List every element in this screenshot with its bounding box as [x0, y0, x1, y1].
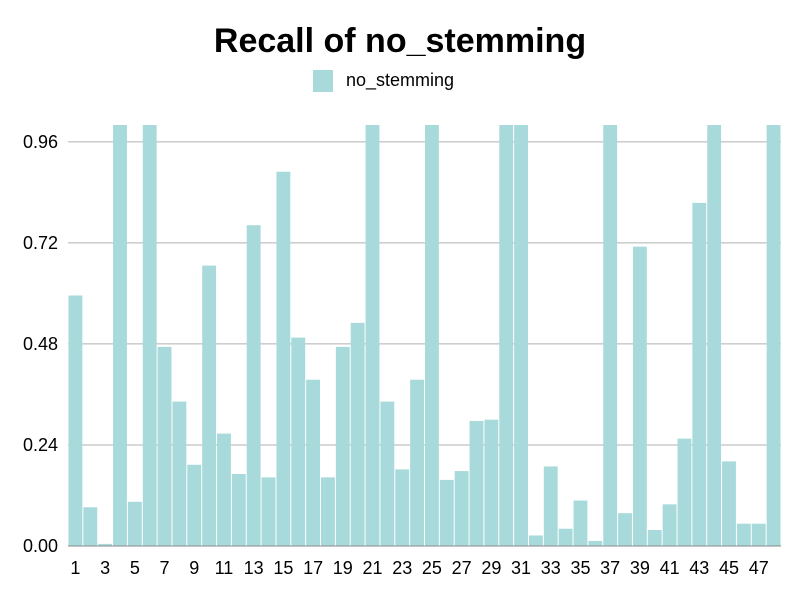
- bar: [261, 477, 276, 546]
- bar: [647, 530, 662, 546]
- x-tick-label: 39: [630, 558, 650, 578]
- y-tick-label: 0.96: [23, 132, 58, 152]
- x-tick-label: 47: [749, 558, 769, 578]
- bar: [202, 265, 217, 546]
- x-tick-label: 33: [541, 558, 561, 578]
- bar: [603, 125, 618, 546]
- x-tick-label: 37: [600, 558, 620, 578]
- x-tick-label: 21: [362, 558, 382, 578]
- x-tick-label: 31: [511, 558, 531, 578]
- bar: [276, 171, 291, 546]
- bar: [350, 322, 365, 546]
- bar: [454, 471, 469, 546]
- bar: [157, 346, 172, 546]
- bar: [98, 543, 113, 546]
- bar: [543, 466, 558, 546]
- bar: [127, 501, 142, 546]
- bar: [692, 202, 707, 546]
- bar: [142, 125, 157, 546]
- x-tick-label: 1: [70, 558, 80, 578]
- x-tick-label: 11: [215, 558, 234, 578]
- bars: [68, 125, 781, 546]
- x-tick-label: 43: [689, 558, 709, 578]
- bar: [722, 461, 736, 546]
- bar: [677, 438, 692, 546]
- bar: [662, 504, 677, 546]
- y-tick-label: 0.00: [23, 536, 58, 556]
- bar: [68, 295, 83, 546]
- legend-label: no_stemming: [346, 70, 454, 91]
- bar: [439, 479, 454, 546]
- bar: [395, 469, 410, 546]
- x-tick-label: 17: [303, 558, 323, 578]
- x-tick-label: 29: [481, 558, 501, 578]
- bar: [410, 379, 424, 546]
- x-tick-label: 23: [392, 558, 412, 578]
- x-tick-label: 3: [100, 558, 110, 578]
- x-tick-label: 19: [333, 558, 353, 578]
- y-tick-label: 0.24: [23, 435, 58, 455]
- bar: [469, 420, 484, 546]
- bar: [172, 401, 187, 546]
- x-tick-labels: 1 3 5 7 9 11 13 15 17 19 21 23 25 27 29 31 33 35 37 39 41 43 4…: [70, 558, 768, 578]
- bar: [707, 125, 722, 546]
- bar: [291, 337, 306, 546]
- bar: [231, 474, 246, 546]
- bar: [335, 346, 350, 546]
- bar: [514, 125, 528, 546]
- bar: [632, 246, 647, 546]
- bar: [751, 523, 766, 546]
- bar: [365, 125, 380, 546]
- x-tick-label: 35: [570, 558, 590, 578]
- bar: [558, 528, 573, 546]
- x-tick-label: 15: [273, 558, 293, 578]
- x-tick-label: 5: [130, 558, 140, 578]
- bar: [246, 225, 261, 546]
- bar: [618, 513, 632, 546]
- bar: [766, 125, 781, 546]
- y-tick-labels: 0.00 0.24 0.48 0.72 0.96: [23, 132, 58, 556]
- bar: [217, 433, 231, 546]
- x-tick-label: 27: [452, 558, 472, 578]
- bar: [425, 125, 439, 546]
- x-tick-label: 25: [422, 558, 442, 578]
- x-tick-label: 13: [244, 558, 264, 578]
- bar: [380, 401, 395, 546]
- bar: [306, 379, 321, 546]
- y-tick-label: 0.48: [23, 334, 58, 354]
- x-tick-label: 45: [719, 558, 739, 578]
- bar: [528, 535, 543, 546]
- gridlines: [68, 141, 781, 446]
- chart-title: Recall of no_stemming: [214, 22, 586, 60]
- bar: [499, 125, 514, 546]
- bar: [736, 523, 751, 546]
- bar: [187, 464, 202, 546]
- x-tick-label: 9: [189, 558, 199, 578]
- y-tick-label: 0.72: [23, 233, 58, 253]
- x-tick-label: 7: [160, 558, 170, 578]
- bar: [83, 507, 98, 546]
- legend: no_stemming: [313, 70, 454, 92]
- x-tick-label: 41: [660, 558, 680, 578]
- legend-swatch: [313, 70, 333, 92]
- bar: [113, 125, 127, 546]
- bar: [321, 477, 335, 546]
- bar: [573, 500, 588, 546]
- bar: [588, 540, 603, 546]
- bar: [484, 419, 499, 546]
